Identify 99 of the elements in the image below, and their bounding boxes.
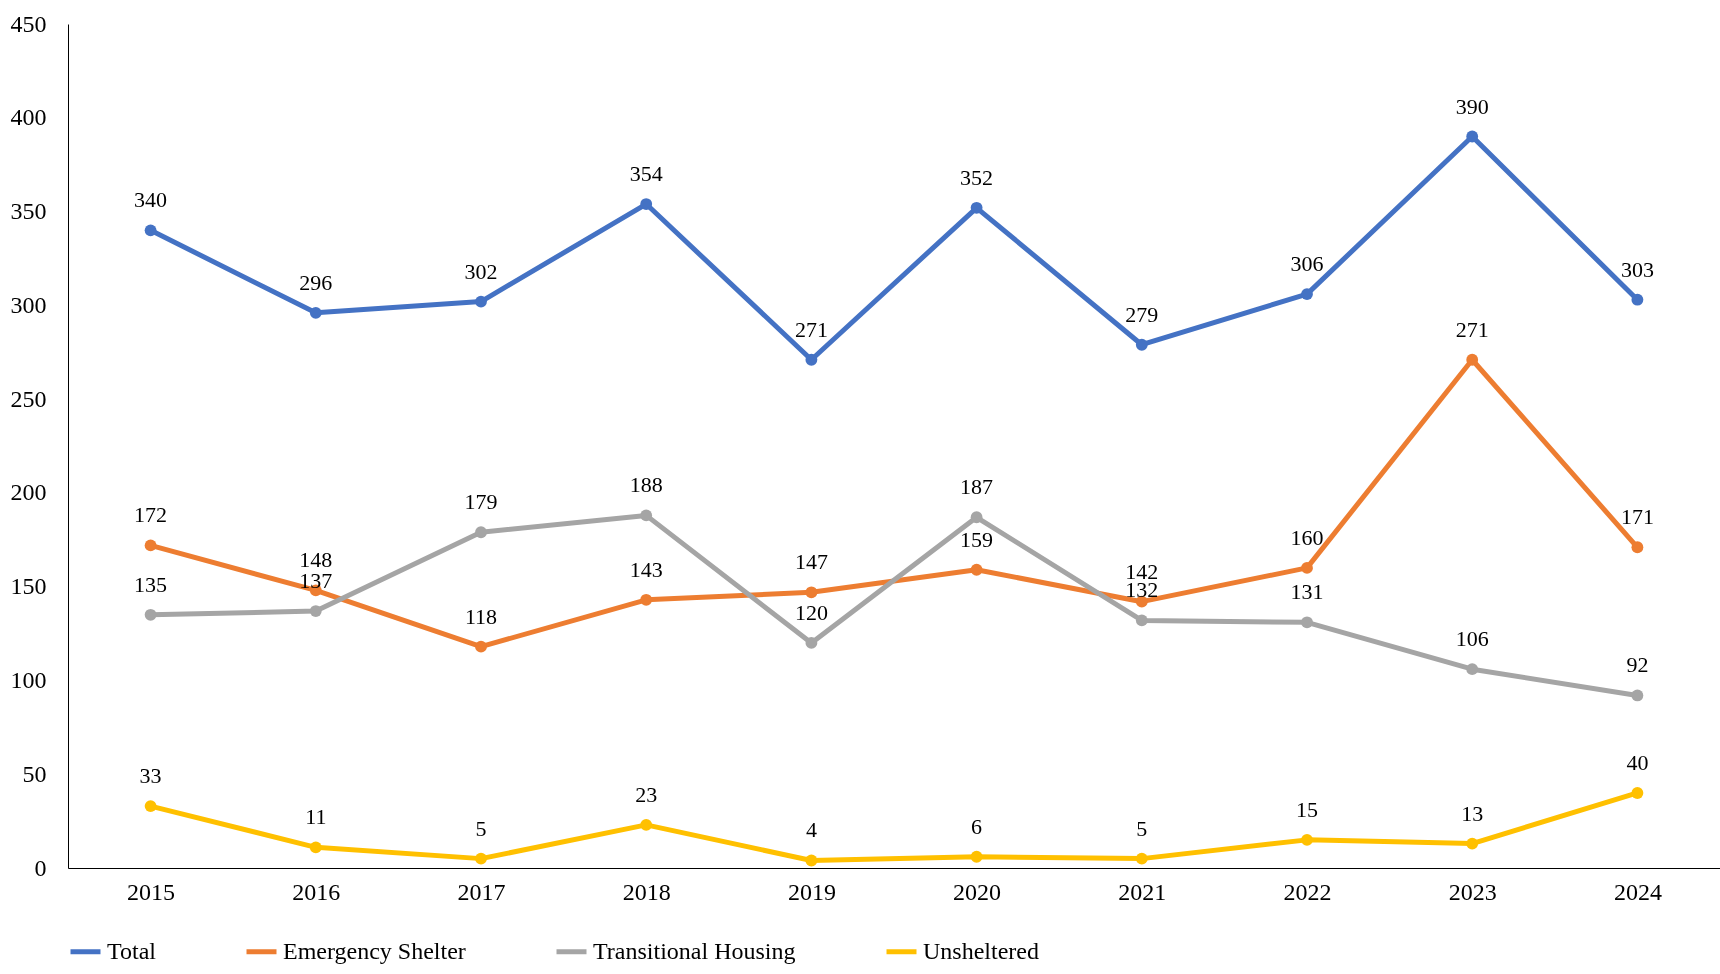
point: [1135, 338, 1148, 351]
point: [1466, 663, 1479, 676]
y-tick-label: 200: [10, 479, 47, 506]
data-label: 5: [475, 815, 487, 841]
y-tick-label: 250: [10, 385, 47, 412]
data-label: 296: [299, 269, 333, 295]
point: [640, 509, 653, 522]
point: [475, 295, 487, 308]
data-label: 135: [134, 571, 168, 597]
y-tick-label: 100: [10, 666, 47, 693]
legend-label: Unsheltered: [923, 937, 1039, 964]
point: [144, 539, 157, 552]
point: [1466, 837, 1479, 850]
point: [1301, 562, 1313, 574]
point: [970, 563, 983, 576]
data-label: 4: [805, 817, 817, 843]
data-label: 160: [1290, 524, 1324, 550]
data-label: 131: [1290, 579, 1324, 605]
y-tick-label: 300: [10, 291, 47, 318]
x-tick-label: 2021: [1118, 878, 1167, 905]
data-label: 15: [1296, 796, 1318, 822]
data-label: 147: [794, 549, 828, 575]
point: [309, 841, 322, 854]
x-tick-label: 2024: [1613, 878, 1662, 905]
point: [805, 586, 818, 599]
legend-label: Total: [107, 937, 157, 964]
point: [805, 637, 818, 649]
point: [309, 306, 322, 319]
x-tick-label: 2017: [457, 878, 506, 905]
point: [1631, 689, 1644, 702]
point: [475, 526, 487, 539]
data-label: 33: [139, 763, 162, 789]
x-tick-label: 2022: [1283, 878, 1332, 905]
legend-label: Transitional Housing: [593, 937, 796, 964]
point: [1631, 293, 1644, 306]
data-label: 390: [1455, 93, 1489, 119]
data-label: 6: [971, 813, 983, 839]
y-tick-label: 150: [10, 573, 47, 600]
data-label: 306: [1290, 251, 1324, 277]
x-tick-label: 2016: [292, 878, 341, 905]
data-label: 159: [960, 526, 994, 552]
data-label: 171: [1620, 504, 1654, 530]
y-tick-label: 350: [10, 198, 47, 225]
data-label: 5: [1136, 815, 1148, 841]
data-label: 143: [629, 556, 663, 582]
x-tick-label: 2023: [1448, 878, 1497, 905]
point: [1135, 852, 1148, 865]
y-tick-label: 50: [22, 760, 47, 787]
point: [805, 854, 818, 867]
data-label: 11: [305, 804, 327, 830]
point: [1466, 130, 1479, 143]
point: [144, 608, 157, 621]
point: [475, 852, 487, 865]
x-tick-label: 2020: [953, 878, 1002, 905]
data-label: 92: [1626, 652, 1649, 678]
data-label: 188: [629, 472, 663, 498]
x-tick-label: 2015: [127, 878, 176, 905]
data-label: 279: [1125, 301, 1159, 327]
data-label: 23: [635, 781, 658, 807]
point: [970, 201, 983, 214]
data-label: 179: [464, 489, 498, 515]
data-label: 120: [794, 599, 828, 625]
data-label: 40: [1626, 749, 1649, 775]
data-label: 271: [794, 316, 828, 342]
data-label: 354: [629, 161, 663, 187]
data-label: 271: [1455, 316, 1489, 342]
point: [1301, 616, 1313, 629]
point: [475, 640, 487, 653]
x-tick-label: 2019: [787, 878, 836, 905]
data-label: 106: [1455, 626, 1489, 652]
point: [970, 511, 983, 524]
data-label: 303: [1620, 256, 1654, 282]
point: [1631, 541, 1644, 554]
point: [144, 800, 157, 813]
y-tick-label: 400: [10, 104, 47, 131]
legend-label: Emergency Shelter: [283, 937, 466, 964]
data-label: 302: [464, 258, 498, 284]
data-label: 142: [1125, 558, 1159, 584]
y-tick-label: 450: [10, 10, 47, 37]
data-label: 340: [134, 187, 168, 213]
point: [309, 605, 322, 617]
point: [1135, 614, 1148, 627]
point: [805, 353, 818, 366]
point: [144, 224, 157, 237]
data-label: 187: [960, 474, 994, 500]
data-label: 118: [464, 603, 498, 629]
data-label: 172: [134, 502, 168, 528]
point: [970, 850, 983, 863]
point: [640, 593, 653, 606]
point: [1301, 833, 1313, 846]
point: [640, 198, 653, 210]
data-label: 352: [960, 164, 994, 190]
data-label: 13: [1461, 800, 1484, 826]
point: [1301, 288, 1313, 300]
point: [1466, 353, 1479, 366]
y-tick-label: 0: [34, 854, 47, 881]
point: [640, 818, 653, 831]
point: [1631, 787, 1644, 799]
x-tick-label: 2018: [622, 878, 671, 905]
